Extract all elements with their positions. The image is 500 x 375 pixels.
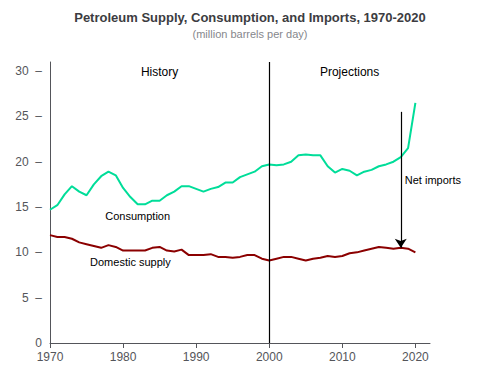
svg-text:Net imports: Net imports bbox=[405, 174, 462, 186]
svg-text:30 –: 30 – bbox=[15, 64, 42, 78]
svg-text:Petroleum Supply, Consumption,: Petroleum Supply, Consumption, and Impor… bbox=[74, 10, 426, 25]
svg-text:10 –: 10 – bbox=[15, 245, 42, 259]
svg-text:History: History bbox=[141, 65, 178, 79]
svg-text:Consumption: Consumption bbox=[105, 210, 170, 222]
svg-text:2000: 2000 bbox=[256, 350, 283, 364]
svg-text:15 –: 15 – bbox=[15, 200, 42, 214]
svg-text:2020: 2020 bbox=[402, 350, 429, 364]
svg-text:2010: 2010 bbox=[329, 350, 356, 364]
svg-text:1970: 1970 bbox=[37, 350, 64, 364]
svg-text:0: 0 bbox=[35, 336, 42, 350]
svg-text:Domestic supply: Domestic supply bbox=[90, 256, 171, 268]
svg-text:(million barrels per day): (million barrels per day) bbox=[193, 28, 308, 40]
svg-text:1980: 1980 bbox=[110, 350, 137, 364]
svg-text:25 –: 25 – bbox=[15, 109, 42, 123]
svg-text:1990: 1990 bbox=[183, 350, 210, 364]
svg-text:5 –: 5 – bbox=[22, 291, 42, 305]
svg-text:Projections: Projections bbox=[320, 65, 379, 79]
svg-text:20 –: 20 – bbox=[15, 155, 42, 169]
